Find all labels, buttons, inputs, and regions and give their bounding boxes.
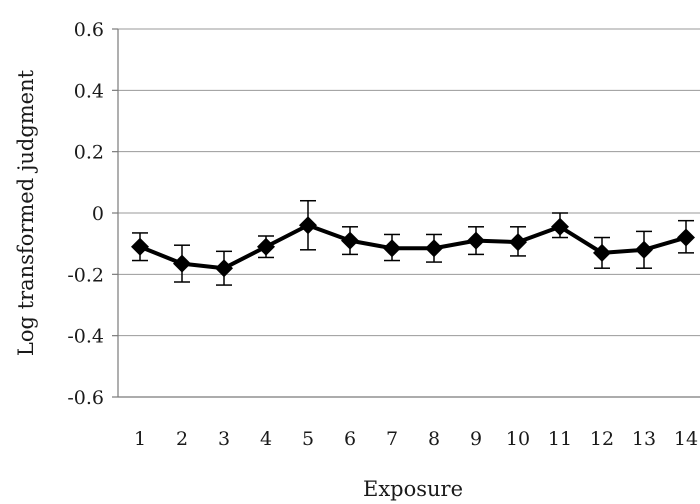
data-point-marker [173, 254, 191, 273]
y-tick-label: -0.2 [67, 264, 104, 286]
y-axis-title: Log transformed judgment [14, 69, 38, 356]
x-tick-label: 13 [632, 428, 656, 450]
x-tick-label: 7 [386, 428, 398, 450]
x-tick-label: 12 [590, 428, 614, 450]
data-point-marker [509, 233, 527, 252]
data-point-marker [215, 259, 233, 278]
x-tick-label: 11 [548, 428, 572, 450]
x-tick-label: 8 [428, 428, 440, 450]
x-tick-label: 9 [470, 428, 482, 450]
y-tick-label: -0.6 [67, 387, 104, 409]
x-axis-title: Exposure [363, 477, 463, 501]
data-point-marker [593, 243, 611, 262]
y-tick-label: 0.6 [74, 19, 104, 41]
x-tick-label: 1 [134, 428, 146, 450]
series-polyline [139, 223, 687, 271]
y-tick-label: 0 [92, 203, 104, 225]
x-tick-label: 10 [506, 428, 530, 450]
y-tick-label: 0.2 [74, 142, 104, 164]
data-point-marker [257, 237, 275, 256]
y-tick-label: 0.4 [74, 80, 104, 102]
data-point-marker [341, 231, 359, 250]
data-point-marker [131, 237, 149, 256]
x-tick-label: 5 [302, 428, 314, 450]
data-point-marker [551, 217, 569, 236]
data-point-marker [677, 228, 695, 247]
series-line [131, 199, 695, 286]
x-tick-label: 14 [674, 428, 698, 450]
gridlines [118, 28, 700, 337]
x-tick-labels: 1 2 3 4 5 6 7 8 9 10 11 12 13 14 [134, 428, 698, 450]
x-tick-label: 4 [260, 428, 272, 450]
y-tick-labels: 0.6 0.4 0.2 0 -0.2 -0.4 -0.6 [67, 19, 104, 409]
data-point-marker [299, 216, 317, 235]
data-point-marker [383, 239, 401, 258]
y-tick-label: -0.4 [67, 326, 104, 348]
data-point-marker [467, 231, 485, 250]
x-tick-label: 3 [218, 428, 230, 450]
data-point-marker [425, 239, 443, 258]
x-tick-label: 2 [176, 428, 188, 450]
x-tick-label: 6 [344, 428, 356, 450]
data-point-marker [635, 240, 653, 259]
axes [112, 28, 700, 398]
